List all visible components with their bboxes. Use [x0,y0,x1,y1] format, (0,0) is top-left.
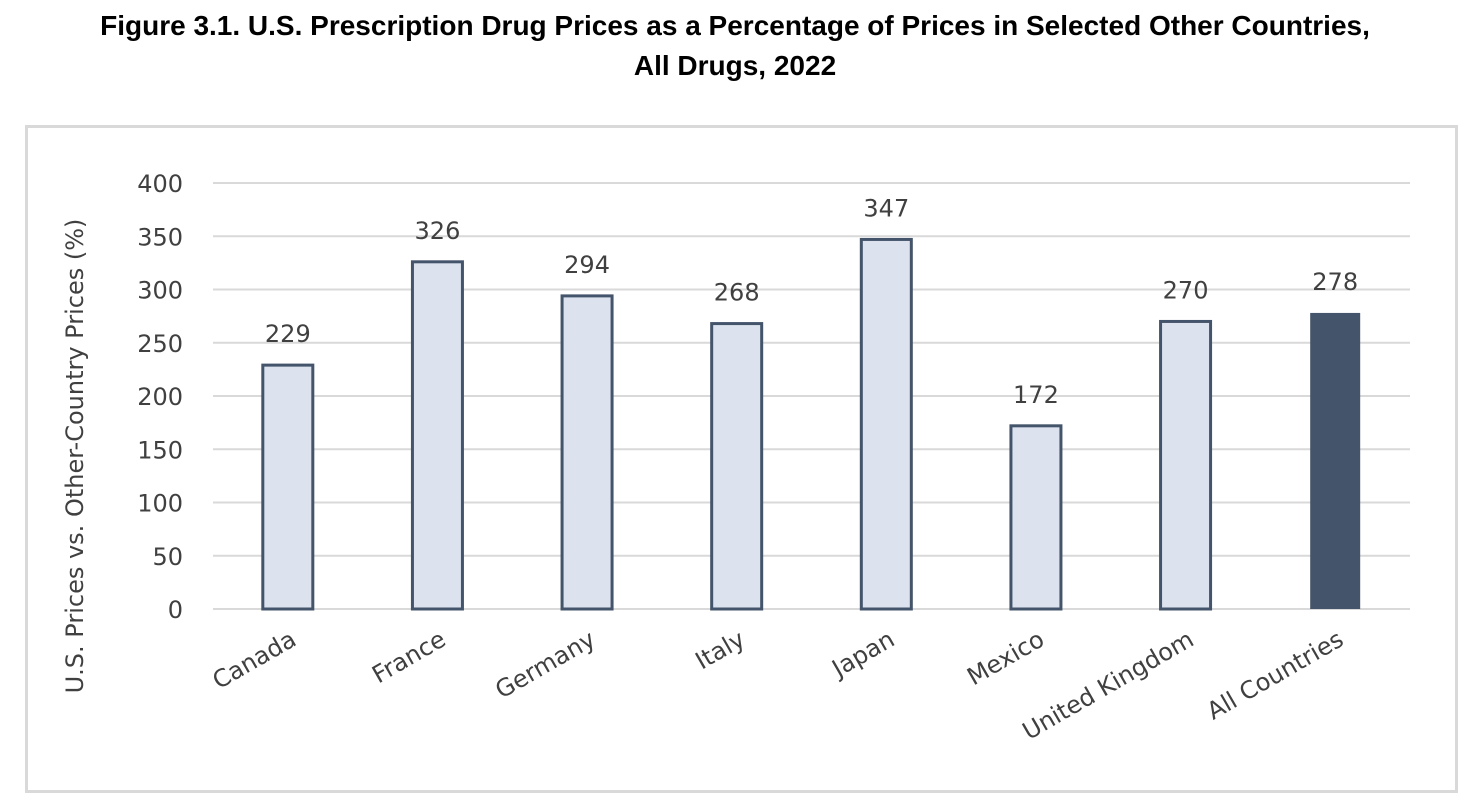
y-tick-label: 350 [137,223,183,251]
figure-title-line-1: Figure 3.1. U.S. Prescription Drug Price… [100,10,1370,41]
bar-canada [261,363,315,611]
y-tick-label: 250 [137,330,183,358]
gridlines [213,182,1410,610]
y-tick-label: 400 [137,170,183,198]
chart-frame: 0 50 100 150 200 250 300 350 400 229 326 294 268 347… [25,125,1458,793]
data-label: 268 [714,279,760,307]
bar-chart: 0 50 100 150 200 250 300 350 400 229 326 294 268 347… [61,170,1410,746]
x-tick-label: Japan [826,625,900,684]
bar-japan [859,237,913,611]
y-axis-ticks: 0 50 100 150 200 250 300 350 400 [137,170,183,624]
y-axis-label: U.S. Prices vs. Other-Country Prices (%) [61,219,89,694]
data-label: 347 [863,194,909,222]
data-labels: 229 326 294 268 347 172 270 278 [265,194,1358,408]
bar-all-countries [1310,312,1361,609]
bars [261,237,1361,611]
x-tick-label: Italy [691,625,750,675]
figure-title-line-2: All Drugs, 2022 [633,50,837,81]
bar-france [410,260,464,611]
data-label: 172 [1013,381,1059,409]
data-label: 270 [1163,276,1209,304]
y-tick-label: 300 [137,277,183,305]
bar-germany [560,294,614,611]
data-label: 326 [415,217,461,245]
y-tick-label: 100 [137,490,183,518]
bar-mexico [1009,424,1063,611]
y-tick-label: 150 [137,436,183,464]
data-label: 229 [265,320,311,348]
bar-united-kingdom [1159,319,1213,611]
data-label: 278 [1312,268,1358,296]
y-tick-label: 200 [137,383,183,411]
x-axis-ticks: Canada France Germany Italy Japan MexicoUnite… [208,625,1348,746]
x-tick-label: France [367,625,450,689]
x-tick-label: All Countries [1202,625,1348,725]
y-tick-label: 0 [168,596,183,624]
x-tick-label: Germany [491,625,601,704]
data-label: 294 [564,251,610,279]
figure-title: Figure 3.1. U.S. Prescription Drug Price… [0,6,1470,86]
x-tick-label: Mexico [962,625,1049,691]
x-tick-label: Canada [208,625,301,695]
bar-italy [710,322,764,611]
y-tick-label: 50 [152,543,183,571]
